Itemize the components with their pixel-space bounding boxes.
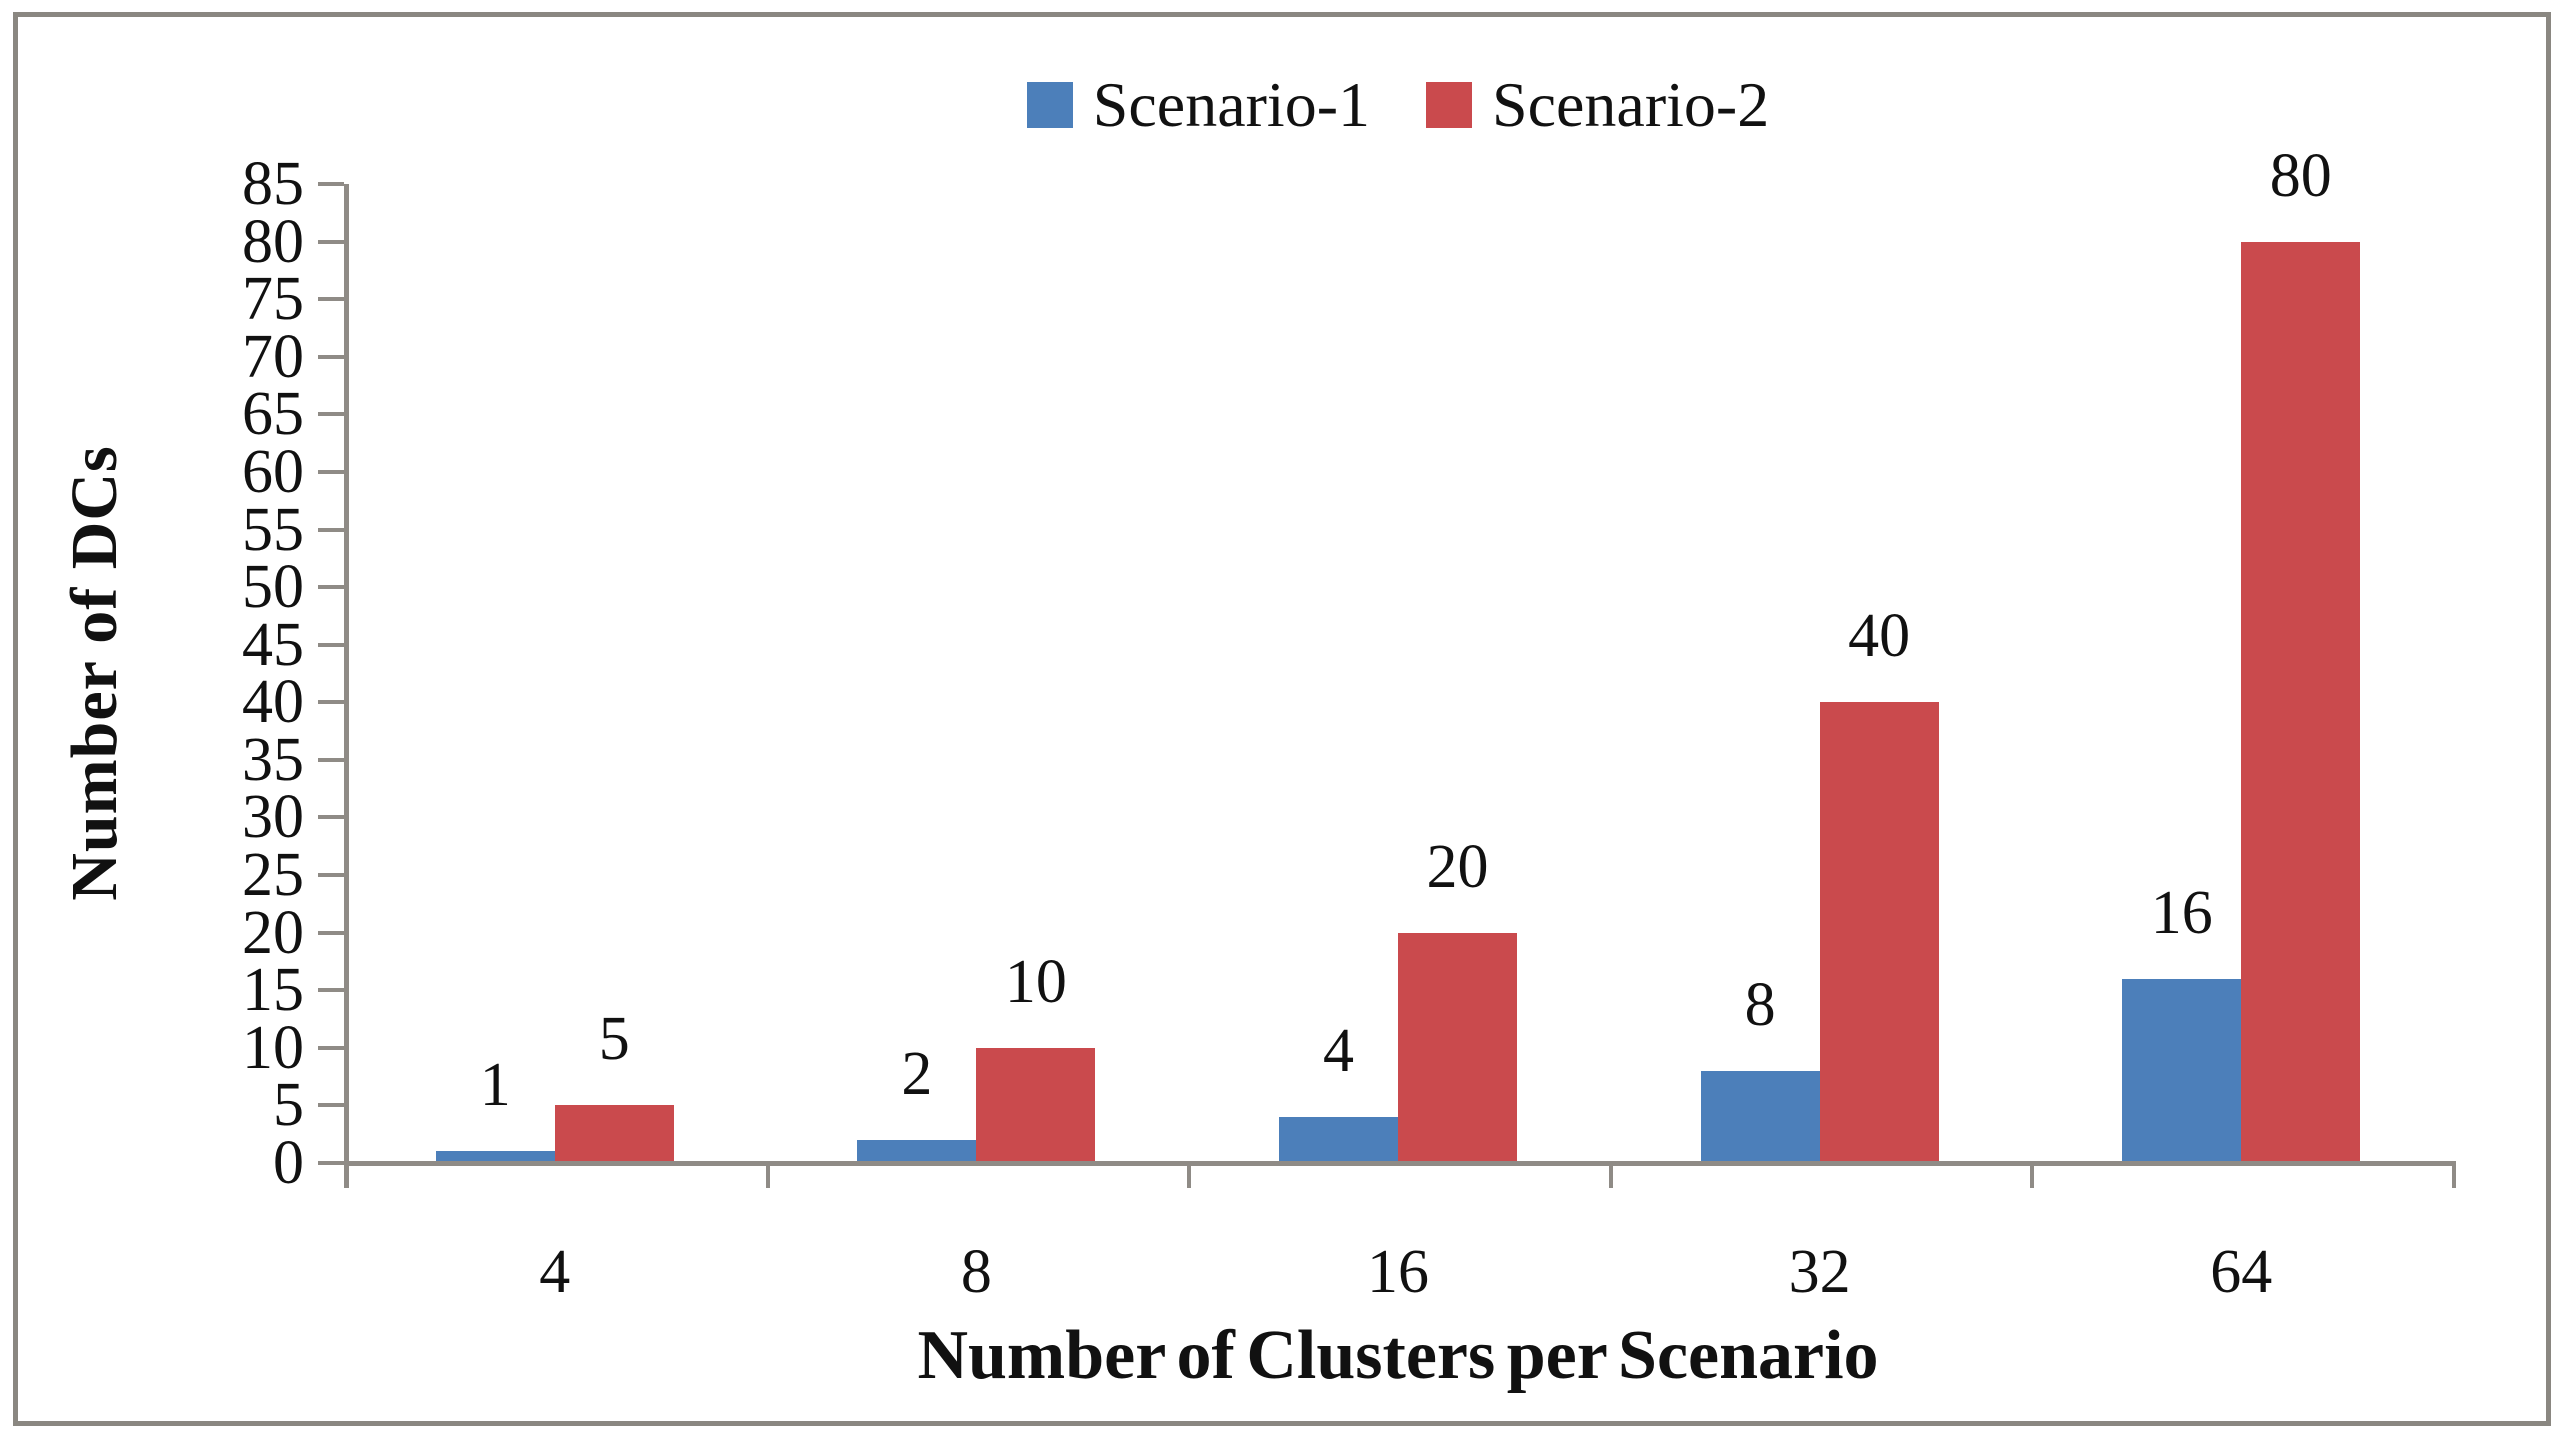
y-tick-label: 0 — [273, 1129, 304, 1197]
y-tick-label: 40 — [242, 668, 304, 736]
x-axis-title: Number of Clusters per Scenario — [917, 1317, 1879, 1394]
legend-swatch-scenario-2-icon — [1426, 82, 1472, 128]
x-axis-tick — [2030, 1166, 2034, 1188]
bar-scenario-2-cat-8 — [976, 1048, 1096, 1163]
y-axis-tick — [318, 182, 344, 186]
y-axis-tick — [318, 297, 344, 301]
bar-scenario-2-cat-64 — [2241, 242, 2361, 1163]
y-tick-label: 30 — [242, 783, 304, 851]
x-tick-label: 32 — [1788, 1238, 1851, 1306]
y-axis-tick — [318, 470, 344, 474]
y-tick-label: 65 — [242, 380, 304, 448]
legend-item-scenario-2: Scenario-2 — [1426, 70, 1769, 140]
y-axis-tick — [318, 585, 344, 589]
y-axis-tick — [318, 700, 344, 704]
x-axis-tick — [2452, 1166, 2456, 1188]
y-axis-tick — [318, 988, 344, 992]
y-axis-tick — [318, 1046, 344, 1050]
y-axis-tick — [318, 931, 344, 935]
y-tick-label: 35 — [242, 726, 304, 794]
bar-value-label: 80 — [2269, 142, 2332, 210]
bar-value-label: 8 — [1744, 971, 1776, 1039]
y-tick-label: 75 — [242, 265, 304, 333]
y-tick-label: 85 — [242, 150, 304, 218]
y-tick-label: 20 — [242, 899, 304, 967]
y-tick-label: 55 — [242, 496, 304, 564]
legend-label-scenario-2: Scenario-2 — [1492, 69, 1770, 140]
y-tick-label: 60 — [242, 438, 304, 506]
bar-value-label: 20 — [1426, 833, 1489, 901]
x-tick-label: 64 — [2210, 1238, 2273, 1306]
y-axis-tick — [318, 240, 344, 244]
y-tick-label: 70 — [242, 323, 304, 391]
bar-scenario-1-cat-64 — [2122, 979, 2242, 1163]
legend-item-scenario-1: Scenario-1 — [1026, 69, 1370, 140]
bar-scenario-2-cat-16 — [1398, 933, 1517, 1163]
y-axis-tick — [318, 873, 344, 877]
y-axis-tick — [318, 355, 344, 359]
y-tick-label: 10 — [242, 1014, 304, 1082]
x-axis-tick — [1609, 1166, 1613, 1188]
x-axis-line — [344, 1161, 2456, 1166]
y-tick-label: 25 — [242, 841, 304, 909]
bar-value-label: 4 — [1323, 1017, 1354, 1085]
bar-scenario-2-cat-4 — [554, 1105, 674, 1163]
y-axis-tick — [318, 412, 344, 416]
y-tick-label: 80 — [242, 208, 304, 276]
x-tick-label: 8 — [960, 1238, 992, 1306]
bar-value-label: 1 — [479, 1051, 511, 1119]
y-tick-label: 50 — [242, 553, 304, 621]
y-axis-tick — [318, 815, 344, 819]
x-tick-label: 4 — [539, 1238, 571, 1306]
y-axis-tick — [318, 643, 344, 647]
y-tick-label: 15 — [242, 956, 304, 1024]
bar-scenario-1-cat-4 — [435, 1151, 555, 1163]
chart-frame — [13, 12, 2551, 1426]
legend-label-scenario-1: Scenario-1 — [1092, 69, 1370, 140]
x-tick-label: 16 — [1367, 1238, 1429, 1306]
y-axis-tick — [318, 528, 344, 532]
y-axis-line — [344, 184, 349, 1188]
y-axis-tick — [318, 1103, 344, 1107]
legend-swatch-scenario-1-icon — [1026, 82, 1073, 128]
legend: Scenario-1 Scenario-2 — [344, 70, 2452, 140]
bar-scenario-2-cat-32 — [1819, 702, 1939, 1163]
bar-value-label: 5 — [598, 1005, 630, 1073]
x-axis-tick — [1187, 1166, 1191, 1188]
y-tick-label: 5 — [273, 1071, 304, 1139]
y-axis-tick — [318, 1161, 344, 1165]
y-tick-label: 45 — [242, 611, 304, 679]
bar-scenario-1-cat-16 — [1279, 1117, 1398, 1163]
bar-scenario-1-cat-8 — [857, 1140, 977, 1163]
y-axis-tick — [318, 758, 344, 762]
bar-value-label: 2 — [901, 1040, 933, 1108]
bar-value-label: 40 — [1848, 602, 1911, 670]
bar-value-label: 10 — [1004, 948, 1067, 1016]
bar-scenario-1-cat-32 — [1700, 1071, 1820, 1163]
bar-value-label: 16 — [2150, 879, 2213, 947]
x-axis-tick — [766, 1166, 770, 1188]
